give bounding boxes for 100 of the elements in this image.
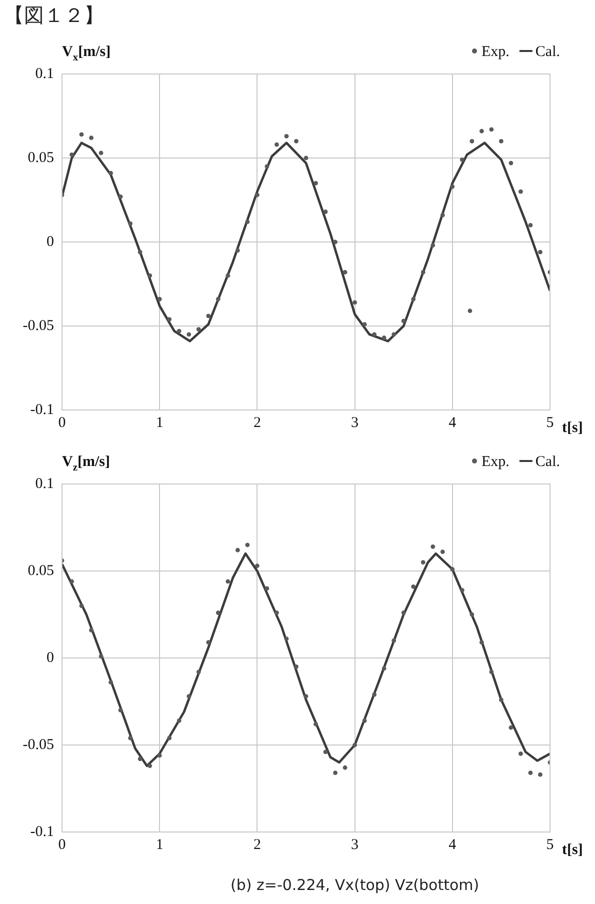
point — [206, 640, 211, 645]
x-tick-label: 3 — [351, 414, 359, 431]
point — [79, 132, 84, 137]
point — [284, 636, 289, 642]
x-tick-label: 4 — [448, 836, 457, 853]
point — [264, 164, 270, 169]
point — [245, 220, 250, 224]
point — [148, 273, 152, 278]
point — [518, 189, 523, 194]
point — [323, 210, 328, 214]
point — [128, 736, 133, 740]
point — [479, 640, 484, 645]
point — [235, 548, 240, 552]
text: (b) z=-0.224, Vx(top) Vz(bottom) — [230, 876, 480, 894]
x-tick-label: 0 — [58, 836, 66, 853]
point — [430, 544, 436, 549]
point — [479, 128, 484, 134]
point — [274, 610, 279, 615]
point — [235, 248, 240, 253]
point — [372, 692, 377, 697]
x-tick-label: 3 — [351, 836, 359, 853]
point — [508, 160, 514, 166]
point — [98, 150, 104, 156]
point — [70, 579, 74, 584]
y-tick-label: 0 — [46, 234, 54, 250]
point — [148, 764, 152, 768]
point — [372, 332, 377, 337]
point — [342, 270, 348, 274]
point — [196, 327, 201, 332]
x-tick-label: 2 — [253, 836, 261, 853]
y-tick-label: 0.1 — [35, 476, 54, 492]
legend-label: Exp. — [482, 44, 510, 60]
y-tick-label: 0.05 — [28, 150, 54, 166]
point — [508, 725, 514, 730]
point — [206, 314, 211, 318]
legend-label: Cal. — [535, 44, 560, 60]
point — [294, 139, 298, 144]
point — [304, 694, 308, 698]
x-tick-label: 4 — [448, 414, 457, 431]
point — [138, 250, 142, 254]
point — [420, 270, 426, 274]
y-tick-label: 0 — [46, 650, 54, 666]
point — [470, 612, 474, 617]
point — [499, 698, 504, 702]
point — [89, 628, 94, 632]
point — [352, 742, 357, 748]
point — [460, 588, 464, 592]
point — [118, 708, 123, 712]
point — [411, 584, 416, 589]
point — [216, 610, 220, 615]
point — [264, 586, 270, 591]
x-tick-label: 1 — [156, 836, 164, 853]
point — [255, 564, 260, 568]
point — [79, 604, 84, 608]
point — [294, 664, 298, 669]
point — [196, 670, 201, 674]
x-tick-label: 5 — [546, 836, 554, 853]
point — [284, 134, 289, 138]
point — [401, 610, 406, 615]
point — [333, 770, 338, 776]
y-tick-label: -0.1 — [30, 402, 54, 418]
x-tick-label: 0 — [58, 414, 66, 431]
point — [528, 770, 533, 776]
point — [430, 243, 436, 248]
x-axis-title: t[s] — [562, 842, 583, 858]
point — [440, 550, 445, 554]
point — [157, 753, 162, 758]
point — [420, 560, 426, 564]
point — [89, 136, 94, 140]
point — [176, 328, 182, 334]
y-tick-label: -0.1 — [30, 824, 54, 840]
point — [176, 718, 182, 723]
y-tick-label: -0.05 — [22, 736, 54, 753]
point — [440, 212, 445, 218]
point — [333, 240, 338, 244]
point — [98, 654, 104, 658]
point — [468, 308, 472, 314]
x-tick-label: 2 — [253, 414, 261, 431]
point — [245, 542, 250, 548]
point — [70, 152, 74, 157]
point — [157, 296, 162, 302]
point — [450, 567, 455, 572]
point — [274, 142, 279, 147]
point — [323, 750, 328, 754]
point — [499, 139, 504, 144]
point — [304, 156, 308, 160]
point — [186, 332, 192, 337]
point — [138, 756, 142, 762]
point — [470, 139, 474, 144]
point — [352, 300, 357, 305]
legend-label: Cal. — [535, 454, 560, 470]
point — [392, 638, 396, 643]
point — [167, 736, 172, 740]
point — [108, 680, 113, 685]
x-axis-title: t[s] — [562, 420, 583, 436]
point — [460, 157, 464, 162]
point — [314, 722, 318, 726]
point — [411, 296, 416, 302]
point — [186, 694, 192, 698]
y-tick-label: -0.05 — [22, 318, 54, 334]
